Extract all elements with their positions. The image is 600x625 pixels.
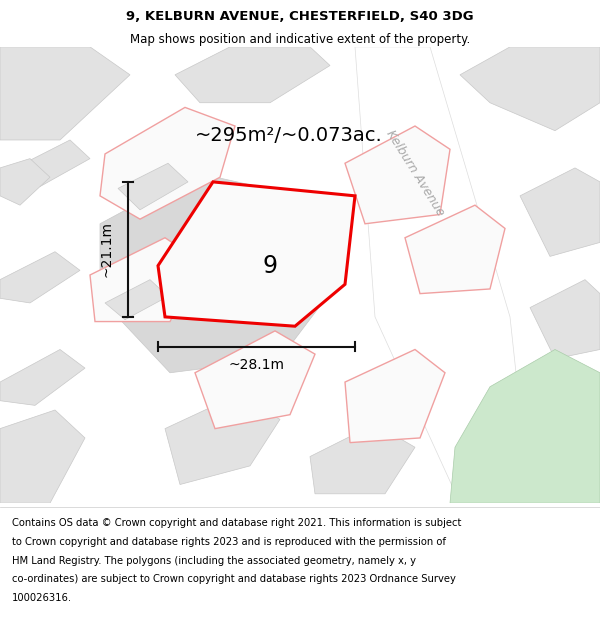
Polygon shape xyxy=(345,126,450,224)
Polygon shape xyxy=(450,349,600,503)
Text: Contains OS data © Crown copyright and database right 2021. This information is : Contains OS data © Crown copyright and d… xyxy=(12,518,461,528)
Text: 9: 9 xyxy=(263,254,278,279)
Text: Map shows position and indicative extent of the property.: Map shows position and indicative extent… xyxy=(130,32,470,46)
Text: co-ordinates) are subject to Crown copyright and database rights 2023 Ordnance S: co-ordinates) are subject to Crown copyr… xyxy=(12,574,456,584)
Text: 9, KELBURN AVENUE, CHESTERFIELD, S40 3DG: 9, KELBURN AVENUE, CHESTERFIELD, S40 3DG xyxy=(126,10,474,23)
Polygon shape xyxy=(90,238,200,321)
Text: ~28.1m: ~28.1m xyxy=(229,358,284,372)
Polygon shape xyxy=(118,163,188,210)
Polygon shape xyxy=(405,205,505,294)
Polygon shape xyxy=(310,424,415,494)
Text: ~21.1m: ~21.1m xyxy=(99,221,113,278)
Polygon shape xyxy=(158,182,355,326)
Polygon shape xyxy=(105,279,168,320)
Polygon shape xyxy=(195,331,315,429)
Polygon shape xyxy=(0,410,85,503)
Polygon shape xyxy=(0,159,50,205)
Text: ~295m²/~0.073ac.: ~295m²/~0.073ac. xyxy=(195,126,383,145)
Polygon shape xyxy=(100,173,340,372)
Polygon shape xyxy=(165,396,280,484)
Polygon shape xyxy=(15,140,90,186)
Polygon shape xyxy=(510,391,600,475)
Polygon shape xyxy=(460,47,600,131)
Polygon shape xyxy=(345,349,445,442)
Text: 100026316.: 100026316. xyxy=(12,593,72,603)
Polygon shape xyxy=(175,47,330,102)
Text: HM Land Registry. The polygons (including the associated geometry, namely x, y: HM Land Registry. The polygons (includin… xyxy=(12,556,416,566)
Polygon shape xyxy=(520,168,600,256)
Polygon shape xyxy=(0,47,130,140)
Polygon shape xyxy=(0,252,80,303)
Polygon shape xyxy=(100,107,235,219)
Text: Kelburn Avenue: Kelburn Avenue xyxy=(383,127,447,218)
Polygon shape xyxy=(355,47,530,503)
Text: to Crown copyright and database rights 2023 and is reproduced with the permissio: to Crown copyright and database rights 2… xyxy=(12,537,446,547)
Polygon shape xyxy=(530,279,600,359)
Polygon shape xyxy=(0,349,85,406)
